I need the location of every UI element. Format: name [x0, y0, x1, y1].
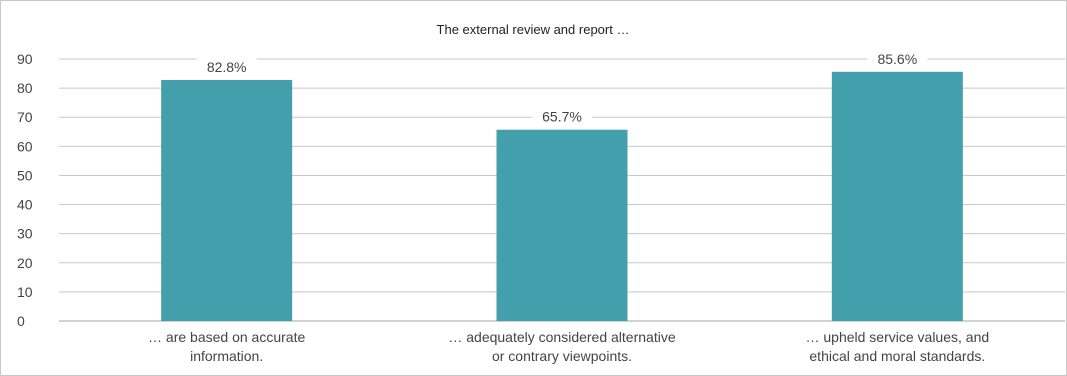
- chart-title: The external review and report …: [437, 22, 630, 37]
- bar: [161, 79, 293, 322]
- data-label: 85.6%: [877, 51, 917, 67]
- category-labels: … are based on accurate information. … ade…: [148, 329, 989, 364]
- data-label-backdrop: [532, 106, 592, 126]
- data-labels: 82.8% 65.7% 85.6%: [196, 48, 928, 126]
- y-tick-label: 40: [17, 197, 33, 213]
- bar: [831, 71, 963, 321]
- bar: [496, 129, 628, 321]
- y-tick-label: 20: [17, 255, 33, 271]
- category-label: … are based on accurate information.: [148, 329, 305, 364]
- y-tick-label: 30: [17, 226, 33, 242]
- y-axis-ticks: 0 10 20 30 40 50 60 70 80 90: [17, 51, 33, 329]
- y-tick-label: 70: [17, 109, 33, 125]
- data-label: 65.7%: [542, 109, 582, 125]
- y-tick-label: 50: [17, 167, 33, 183]
- bars: [161, 71, 963, 322]
- y-tick-label: 80: [17, 80, 33, 96]
- category-label: … adequately considered alternative or co…: [448, 329, 675, 364]
- data-label-backdrop: [196, 56, 257, 76]
- y-tick-label: 90: [17, 51, 33, 67]
- y-tick-label: 10: [17, 284, 33, 300]
- y-tick-label: 60: [17, 138, 33, 154]
- data-label-backdrop: [867, 48, 928, 68]
- data-label: 82.8%: [207, 59, 247, 75]
- category-label: … upheld service values, and ethical and …: [805, 329, 989, 364]
- y-tick-label: 0: [17, 313, 25, 329]
